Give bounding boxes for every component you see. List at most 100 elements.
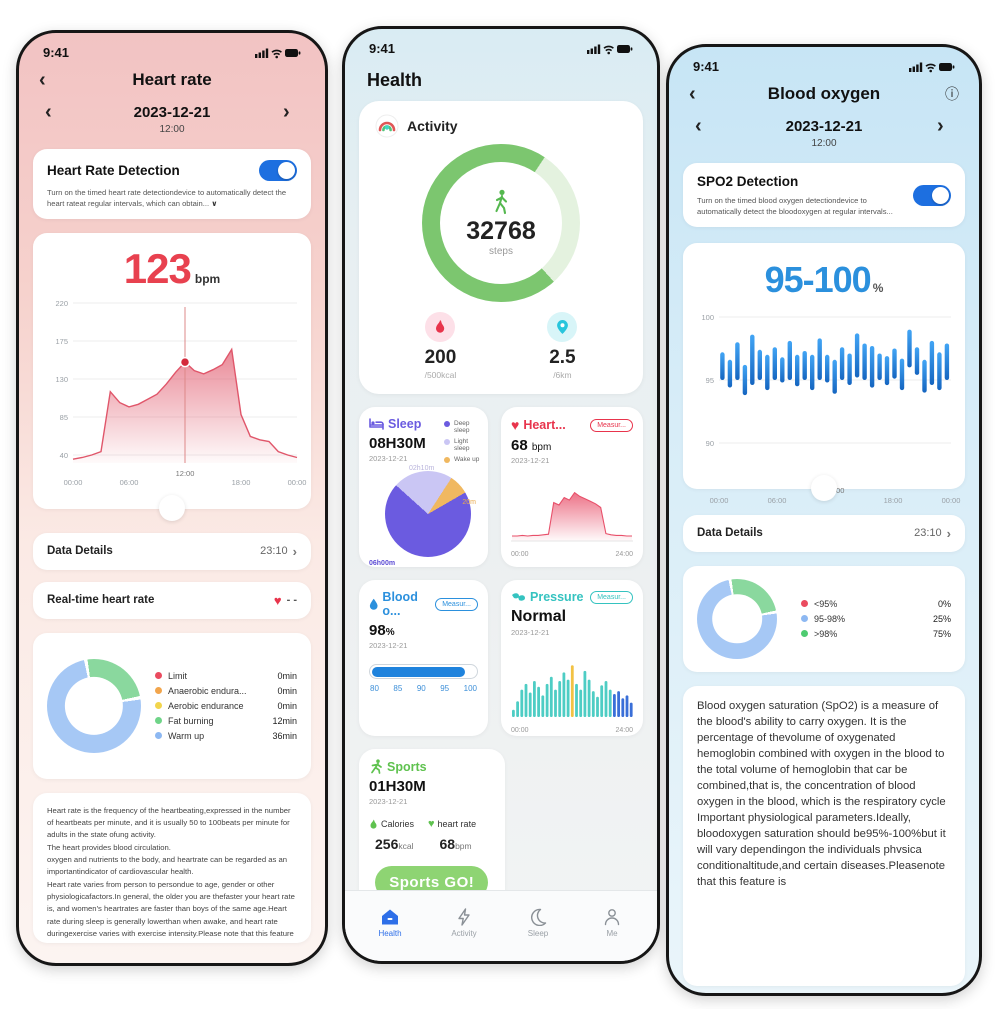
data-details-time: 23:10 — [260, 545, 288, 558]
scale-tick: 90 — [416, 684, 426, 693]
tab-me[interactable]: Me — [587, 908, 637, 938]
zone-legend-row: Fat burning 12min — [155, 716, 297, 726]
date-label: 2023-12-21 — [785, 117, 863, 135]
scale-tick: 80 — [370, 684, 379, 693]
activity-rainbow-icon — [375, 114, 399, 138]
bed-icon — [369, 418, 384, 430]
pressure-card[interactable]: Pressure Measur... Normal 2023-12-21 00:… — [501, 580, 643, 736]
zone-legend-row: Limit 0min — [155, 671, 297, 681]
realtime-label: Real-time heart rate — [47, 594, 155, 607]
bird-icon — [512, 593, 525, 601]
blood-oxygen-card[interactable]: Blood o... Measur... 98% 2023-12-21 80 85… — [359, 580, 488, 736]
legend-label: >98% — [814, 628, 838, 639]
data-details-row[interactable]: Data Details 23:10 › — [33, 532, 311, 570]
svg-text:00:00: 00:00 — [710, 496, 729, 505]
legend-dot — [155, 672, 162, 680]
svg-text:18:00: 18:00 — [232, 478, 251, 487]
blood-measure-button[interactable]: Measur... — [435, 597, 478, 611]
heart-measure-button[interactable]: Measur... — [590, 418, 633, 432]
legend-dot — [444, 456, 450, 463]
hr-label: heart rate — [437, 819, 477, 829]
green-flame-icon — [370, 819, 377, 829]
pressure-value: Normal — [511, 608, 567, 625]
prev-day-chevron[interactable]: ‹ — [695, 115, 702, 137]
health-dashboard-screen: 9:41 Health Activity — [342, 26, 660, 964]
sleep-legend-row: Wake up — [444, 456, 480, 463]
pressure-date: 2023-12-21 — [511, 628, 550, 637]
status-icons — [255, 47, 301, 59]
legend-label: Limit — [168, 670, 188, 681]
heart-card[interactable]: ♥ Heart... Measur... 68 bpm 2023-12-21 0… — [501, 407, 643, 567]
chart-drag-handle[interactable] — [811, 474, 837, 501]
sports-label: Sports — [387, 759, 427, 774]
home-icon — [382, 909, 398, 925]
spo2-legend-row: >98% 75% — [801, 629, 951, 639]
tab-label: Me — [606, 929, 618, 938]
runner-icon — [371, 759, 382, 774]
chart-drag-handle[interactable] — [159, 494, 185, 521]
tab-health[interactable]: Health — [365, 908, 415, 938]
steps-gauge: 32768 steps — [422, 144, 580, 302]
current-bpm-value: 123 — [123, 244, 192, 292]
back-chevron-icon[interactable]: ‹ — [39, 69, 46, 91]
pressure-bar-chart — [511, 645, 633, 726]
distance-value: 2.5 — [549, 347, 576, 368]
droplet-icon — [369, 598, 378, 610]
heart-label: Heart... — [523, 418, 566, 432]
heart-rate-day-chart[interactable]: 220 175 130 85 40 00:00 06:00 18:00 00:00 12:00 — [33, 293, 311, 500]
spo2-progress-bar — [369, 664, 478, 679]
sports-duration: 01H30M — [369, 778, 426, 795]
flame-icon — [425, 312, 456, 342]
blood-value: 98 — [369, 622, 386, 639]
calories-label: Calories — [381, 819, 415, 829]
clock: 9:41 — [369, 41, 396, 56]
scale-tick: 85 — [393, 684, 403, 693]
status-bar: 9:41 — [19, 33, 325, 60]
legend-dot — [444, 421, 450, 427]
calories-value: 200 — [424, 347, 457, 368]
info-icon[interactable]: ⓘ — [945, 86, 959, 102]
back-chevron-icon[interactable]: ‹ — [689, 83, 696, 105]
heart-rate-detection-card: Heart Rate Detection Turn on the timed h… — [33, 149, 311, 219]
sleep-legend-row: Deep sleep — [444, 420, 480, 435]
legend-label: Light sleep — [454, 437, 470, 453]
legend-value: 75% — [932, 628, 951, 639]
expand-chevron-icon[interactable]: ∨ — [211, 199, 218, 209]
next-day-chevron[interactable]: › — [937, 115, 944, 137]
prev-day-chevron[interactable]: ‹ — [45, 101, 52, 123]
x-tick: 00:00 — [511, 727, 529, 734]
tab-activity[interactable]: Activity — [439, 908, 489, 938]
pressure-measure-button[interactable]: Measur... — [590, 590, 633, 604]
date-label: 2023-12-21 — [133, 103, 211, 121]
sports-calories-unit: kcal — [398, 841, 414, 851]
activity-card[interactable]: Activity 32768 steps 200 /50 — [359, 101, 643, 394]
x-tick: 00:00 — [511, 551, 529, 558]
location-pin-icon — [547, 312, 578, 342]
next-day-chevron[interactable]: › — [283, 101, 290, 123]
sleep-card[interactable]: Sleep 08H30M 2023-12-21 Deep sleep Light … — [359, 407, 488, 567]
tab-sleep[interactable]: Sleep — [513, 908, 563, 938]
spo2-legend-row: <95% 0% — [801, 599, 951, 609]
detection-description: Turn on the timed blood oxygen detection… — [697, 196, 893, 217]
zone-legend-row: Anaerobic endura... 0min — [155, 686, 297, 696]
realtime-heart-rate-row[interactable]: Real-time heart rate ♥ - - — [33, 581, 311, 619]
detection-title: SPO2 Detection — [697, 174, 799, 189]
legend-label: Deep sleep — [454, 420, 470, 435]
right-arrow-icon: › — [946, 525, 951, 541]
spo2-legend-row: 95-98% 25% — [801, 614, 951, 624]
date-time-label: 12:00 — [159, 124, 185, 135]
sleep-legend: Deep sleep Light sleep Wake up — [444, 417, 480, 466]
date-navigator: ‹ 2023-12-21 › — [669, 104, 979, 136]
bottom-tab-bar: Health Activity Sleep Me — [345, 890, 657, 961]
sleep-date: 2023-12-21 — [369, 454, 408, 463]
legend-dot — [155, 717, 162, 725]
blood-date: 2023-12-21 — [369, 641, 408, 650]
data-details-row[interactable]: Data Details 23:10 › — [683, 514, 965, 552]
detection-toggle[interactable] — [259, 160, 297, 181]
heart-zones-card: Limit 0min Anaerobic endura... 0min Aerobic … — [33, 632, 311, 779]
detection-toggle[interactable] — [913, 185, 951, 207]
nav-bar: ‹ Heart rate — [19, 60, 325, 90]
svg-text:06:00: 06:00 — [768, 496, 787, 505]
